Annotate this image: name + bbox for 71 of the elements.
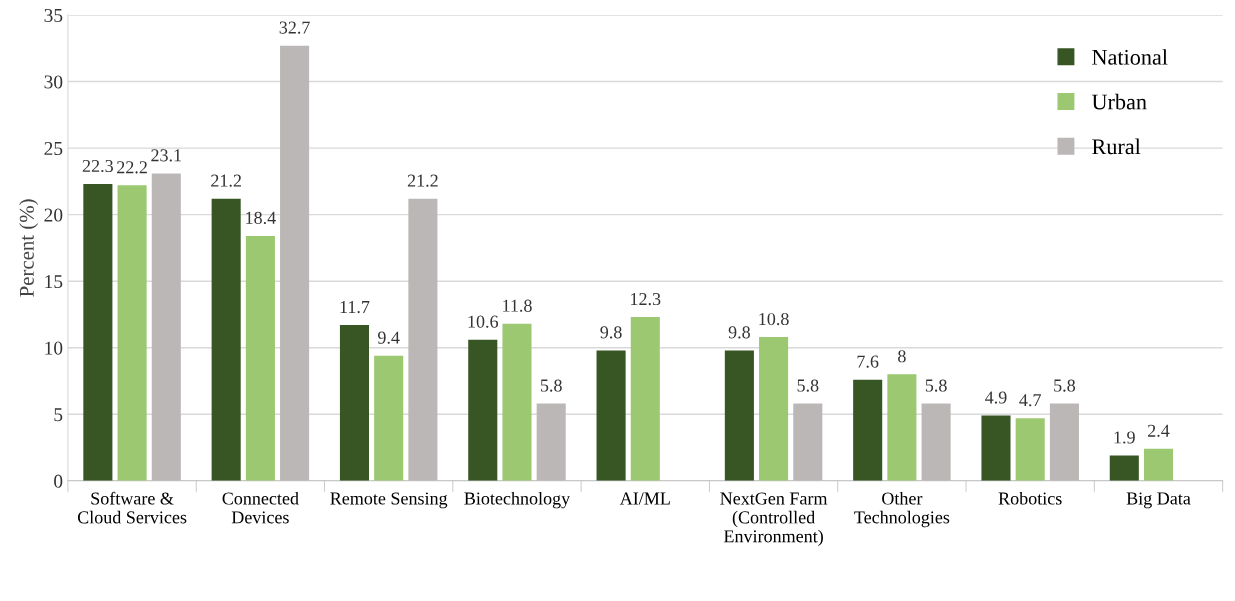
data-label: 10.8 [759, 312, 789, 326]
bar [1049, 403, 1079, 481]
y-tick-label: 5 [54, 408, 63, 422]
legend-label: National [1092, 49, 1168, 65]
data-label: 4.7 [1019, 394, 1041, 407]
bar [1143, 448, 1174, 481]
y-tick-label: 35 [44, 8, 63, 22]
bar [339, 325, 370, 481]
data-label: 22.2 [117, 161, 147, 174]
bar [408, 198, 438, 481]
data-label: 21.2 [407, 174, 438, 187]
data-label: 9.8 [600, 326, 622, 339]
x-tick-label: Other Technologies [854, 491, 950, 528]
bar [981, 415, 1011, 481]
data-label: 5.8 [1054, 379, 1076, 392]
data-label: 32.7 [279, 21, 310, 34]
bar [536, 403, 566, 481]
bar [117, 185, 147, 481]
bar [793, 403, 823, 481]
bar [759, 337, 789, 481]
x-tick-label: Remote Sensing [330, 492, 448, 509]
bar [630, 317, 660, 481]
bar [83, 184, 113, 481]
bar [245, 235, 275, 481]
y-tick-label: 20 [44, 208, 63, 222]
y-axis-title: Percent (%) [19, 199, 39, 297]
data-label: 8 [898, 350, 906, 363]
bar [724, 350, 754, 481]
bar [151, 173, 181, 481]
data-label: 5.8 [540, 379, 562, 392]
data-label: 5.8 [925, 379, 947, 392]
bar [468, 339, 498, 481]
data-label: 23.1 [151, 149, 182, 162]
bar [280, 45, 310, 481]
legend-label: Urban [1091, 93, 1147, 110]
data-label: 21.2 [211, 174, 241, 187]
bar [374, 355, 404, 481]
data-label: 7.6 [857, 355, 879, 368]
y-tick-label: 30 [44, 75, 63, 89]
x-tick-label: Connected Devices [222, 491, 299, 524]
bar [1109, 455, 1139, 481]
x-tick-label: AI/ML [619, 492, 670, 505]
data-label: 12.3 [631, 292, 661, 306]
x-tick-label: Big Data [1126, 492, 1191, 509]
y-tick-label: 15 [45, 275, 63, 289]
x-tick-label: Software & Cloud Services [77, 491, 187, 524]
bar [853, 379, 883, 481]
bar [502, 323, 532, 481]
data-label: 9.4 [377, 331, 400, 344]
bar [211, 198, 241, 481]
x-tick-label: Robotics [998, 491, 1062, 505]
bar [1015, 418, 1045, 481]
data-label: 11.8 [503, 299, 532, 312]
data-label: 10.6 [468, 315, 499, 328]
data-label: 1.9 [1114, 431, 1135, 444]
bar [921, 403, 951, 481]
data-label: 22.3 [82, 159, 113, 173]
y-tick-label: 10 [45, 341, 63, 355]
data-label: 9.8 [728, 326, 750, 339]
y-tick-label: 25 [44, 141, 63, 156]
bar [887, 374, 917, 481]
bar [596, 350, 626, 481]
x-tick-label: Biotechnology [464, 491, 571, 509]
y-tick-label: 0 [54, 474, 63, 488]
x-tick-label: NextGen Farm (Controlled Environment) [720, 492, 828, 547]
data-label: 11.7 [340, 301, 370, 314]
data-label: 18.4 [246, 211, 276, 225]
legend-label: Rural [1092, 138, 1141, 155]
data-label: 5.8 [797, 379, 819, 392]
data-label: 4.9 [985, 391, 1007, 404]
data-label: 2.4 [1148, 424, 1170, 437]
